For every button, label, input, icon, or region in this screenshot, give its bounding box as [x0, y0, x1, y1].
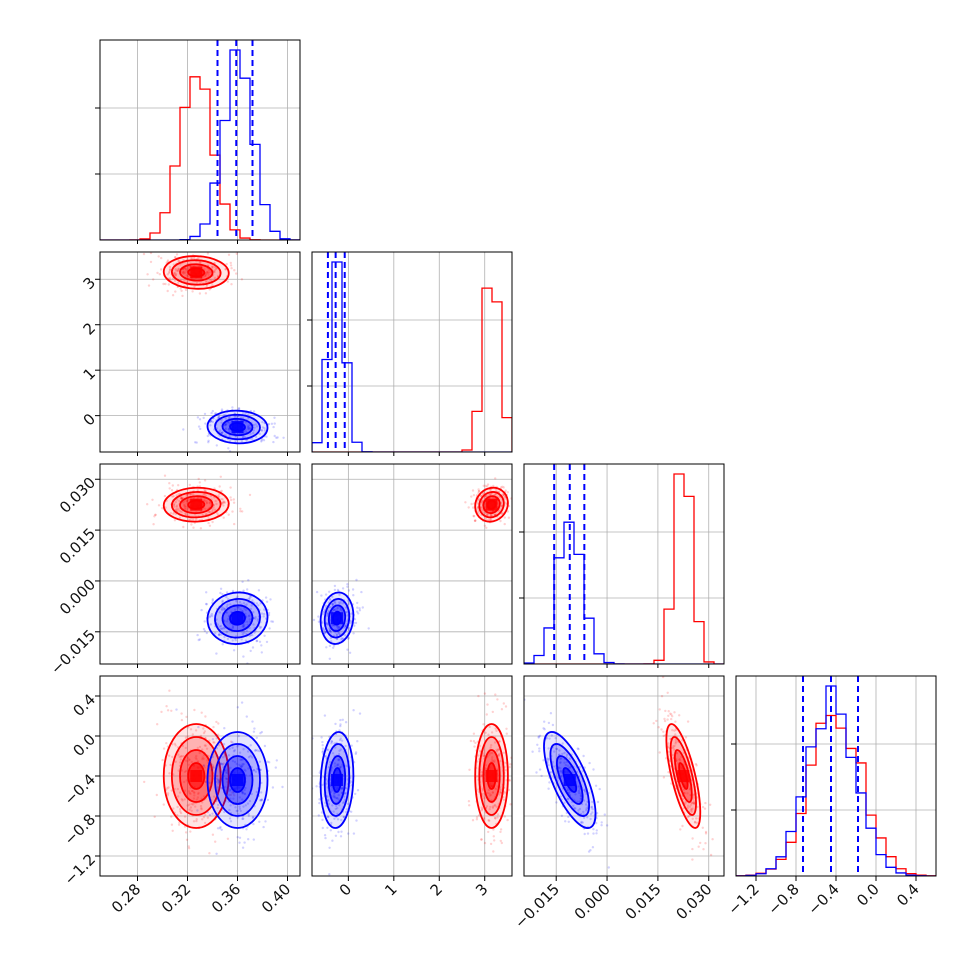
contours-red: [162, 486, 230, 523]
x-tick-label: 0.030: [672, 880, 715, 923]
contours-blue: [319, 591, 355, 645]
scatter-red: [142, 252, 244, 298]
contours-blue: [206, 591, 269, 645]
panel-2-1: [311, 463, 513, 665]
y-tick-label: 0.0: [69, 730, 99, 760]
x-tick-label: 0.000: [571, 880, 614, 923]
x-tick-label: 0.4: [893, 880, 923, 910]
x-tick-label: −0.015: [511, 880, 563, 932]
density-peak: [231, 421, 244, 433]
histogram-red: [524, 473, 724, 664]
y-tick-label: 1: [80, 365, 99, 384]
y-tick-label: 0.015: [56, 524, 99, 567]
y-tick-label: 2: [80, 319, 99, 338]
x-tick-label: 0.28: [108, 880, 144, 916]
panel-frame: [523, 675, 725, 877]
x-tick-label: 0.0: [853, 880, 883, 910]
panel-frame: [99, 39, 301, 241]
x-tick-label: 2: [427, 880, 446, 899]
panel-hist-2: [519, 463, 725, 665]
x-tick-label: 0.015: [622, 880, 665, 923]
y-tick-label: 0.000: [56, 575, 99, 618]
density-peak: [231, 774, 244, 786]
density-peak: [485, 770, 498, 782]
x-tick-label: 0: [336, 880, 355, 899]
panel-1-0: [99, 251, 301, 453]
y-tick-label: −0.4: [61, 770, 99, 808]
panel-2-0: [99, 463, 301, 665]
density-peak: [331, 774, 343, 786]
histogram-blue: [524, 521, 724, 664]
contours-blue: [543, 731, 597, 829]
y-tick-label: −0.015: [47, 626, 99, 678]
y-tick-label: 3: [80, 274, 99, 293]
panel-frame: [99, 463, 301, 665]
y-tick-label: −0.8: [61, 810, 99, 848]
panel-frame: [311, 463, 513, 665]
panel-frame: [523, 463, 725, 665]
histogram-blue: [100, 49, 300, 240]
contours-blue: [319, 731, 355, 829]
panel-frame: [311, 251, 513, 453]
contours-red: [474, 723, 509, 829]
panel-hist-1: [307, 251, 513, 453]
density-peak: [331, 612, 343, 625]
x-tick-label: −0.4: [804, 880, 842, 918]
density-peak: [563, 774, 576, 786]
panel-3-0: [99, 675, 301, 877]
y-tick-label: 0: [80, 410, 99, 429]
x-tick-label: 1: [381, 880, 400, 899]
panel-frame: [99, 251, 301, 453]
panel-hist-0: [95, 39, 301, 241]
y-tick-label: 0.4: [69, 690, 99, 720]
contours-red: [162, 255, 230, 290]
contours-red: [665, 723, 702, 829]
panel-3-2: [523, 675, 725, 877]
panel-hist-3: [731, 675, 937, 877]
density-peak: [190, 770, 203, 782]
x-tick-label: 0.32: [158, 880, 194, 916]
density-peak: [485, 498, 498, 511]
panel-3-1: [311, 675, 513, 877]
x-tick-label: 3: [472, 880, 491, 899]
density-peak: [677, 770, 690, 782]
contours-blue: [206, 731, 269, 829]
contours-red: [162, 723, 230, 829]
y-tick-label: 0.030: [56, 474, 99, 517]
contours-red: [474, 486, 509, 523]
x-tick-label: 0.36: [208, 880, 244, 916]
density-peak: [190, 498, 203, 511]
panel-frame: [311, 675, 513, 877]
x-tick-label: −1.2: [724, 880, 762, 918]
x-tick-label: 0.40: [258, 880, 294, 916]
histogram-red: [312, 287, 512, 452]
density-peak: [190, 266, 203, 279]
y-tick-label: −1.2: [61, 850, 99, 888]
histogram-blue: [736, 685, 936, 876]
x-tick-label: −0.8: [764, 880, 802, 918]
contours-blue: [206, 409, 269, 445]
density-peak: [231, 612, 244, 625]
